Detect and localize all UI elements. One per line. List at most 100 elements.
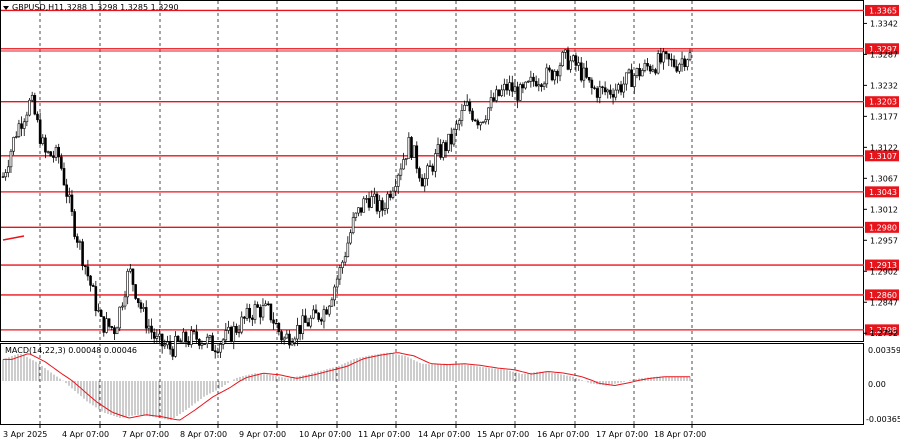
candle-body (500, 89, 503, 96)
candle-body (38, 119, 42, 144)
candle-body (184, 331, 188, 343)
candle-body (362, 198, 366, 213)
candle-body (60, 156, 63, 169)
candle-body (224, 330, 228, 341)
candle-body (7, 166, 10, 173)
level-label: 1.3107 (869, 152, 897, 161)
candle-body (12, 136, 15, 152)
candle-body (97, 310, 100, 312)
candle-body (41, 137, 45, 144)
macd-signal-line (3, 352, 690, 421)
candle-body (136, 298, 140, 303)
candle-body (526, 80, 530, 83)
candle-body (611, 94, 615, 98)
candle-body (335, 278, 339, 288)
candle-body (579, 62, 583, 81)
price-tick-label: 1.3067 (870, 174, 898, 183)
candle-body (17, 123, 21, 137)
candle-body (534, 81, 538, 87)
candle-body (187, 341, 190, 345)
candle-body (383, 208, 387, 211)
candle-body (484, 119, 488, 123)
candle-body (365, 198, 368, 200)
candle-body (627, 69, 631, 74)
candle-body (163, 344, 167, 347)
candle-body (420, 177, 424, 187)
candle-body (391, 190, 395, 198)
candle-body (683, 58, 686, 67)
candle-body (664, 51, 668, 55)
candle-body (168, 341, 172, 350)
price-tick-label: 1.3177 (870, 112, 898, 121)
candle-body (150, 325, 153, 333)
level-label-bg (865, 289, 899, 301)
candle-body (373, 193, 376, 197)
candle-body (22, 121, 26, 129)
candle-body (375, 193, 379, 212)
candle-body (235, 325, 238, 333)
symbol-label: GBPUSD,H1 (12, 3, 59, 12)
candle-body (367, 198, 371, 208)
candle-body (62, 168, 66, 186)
level-label: 1.3365 (869, 6, 897, 15)
candle-body (513, 86, 517, 92)
candle-body (269, 303, 273, 321)
candle-body (166, 341, 169, 346)
candle-body (301, 315, 305, 334)
candle-body (94, 286, 98, 312)
candle-body (370, 196, 373, 208)
candle-body (492, 97, 496, 101)
candle-body (285, 333, 289, 339)
candle-body (593, 87, 596, 89)
candle-body (654, 69, 657, 74)
candle-body (179, 340, 183, 343)
candle-body (219, 344, 222, 353)
candle-body (327, 305, 331, 315)
candle-body (632, 75, 636, 87)
candle-body (434, 153, 437, 172)
level-label: 1.3297 (869, 45, 897, 54)
candle-body (388, 193, 392, 198)
candle-body (465, 101, 469, 106)
candle-body (70, 194, 74, 212)
candle-body (290, 342, 294, 346)
candle-body (656, 53, 660, 74)
candle-body (213, 350, 217, 353)
candle-body (160, 333, 164, 347)
candle-body (216, 351, 220, 353)
candle-body (418, 168, 421, 179)
candle-body (540, 84, 543, 88)
candle-body (558, 65, 562, 77)
candle-body (68, 194, 71, 197)
candle-body (288, 333, 291, 346)
candle-body (36, 113, 39, 121)
candle-body (487, 107, 490, 121)
candle-body (205, 336, 209, 345)
level-label-bg (865, 4, 899, 16)
candle-body (667, 53, 671, 60)
candle-body (229, 326, 233, 342)
candle-body (174, 335, 177, 357)
candle-body (595, 88, 599, 98)
candle-body (686, 59, 689, 67)
candle-body (479, 122, 482, 126)
price-tick-label: 1.2957 (870, 236, 898, 245)
candle-body (428, 165, 432, 167)
candle-body (386, 193, 389, 210)
candle-body (258, 307, 262, 318)
candle-body (630, 69, 633, 87)
chart-header: GBPUSD,H1 1.3288 1.3298 1.3285 1.3290 (3, 3, 179, 12)
candle-body (9, 150, 13, 168)
candle-body (158, 333, 161, 337)
candle-body (521, 84, 525, 89)
candle-body (381, 200, 384, 211)
level-label: 1.2980 (869, 223, 897, 232)
candle-body (105, 318, 108, 333)
candle-body (4, 172, 7, 178)
candle-body (564, 49, 567, 53)
time-tick-label: 7 Apr 07:00 (122, 430, 169, 439)
time-tick-label: 11 Apr 07:00 (358, 430, 410, 439)
candle-body (274, 322, 278, 325)
candle-body (54, 147, 58, 158)
time-tick-label: 18 Apr 07:00 (654, 430, 706, 439)
